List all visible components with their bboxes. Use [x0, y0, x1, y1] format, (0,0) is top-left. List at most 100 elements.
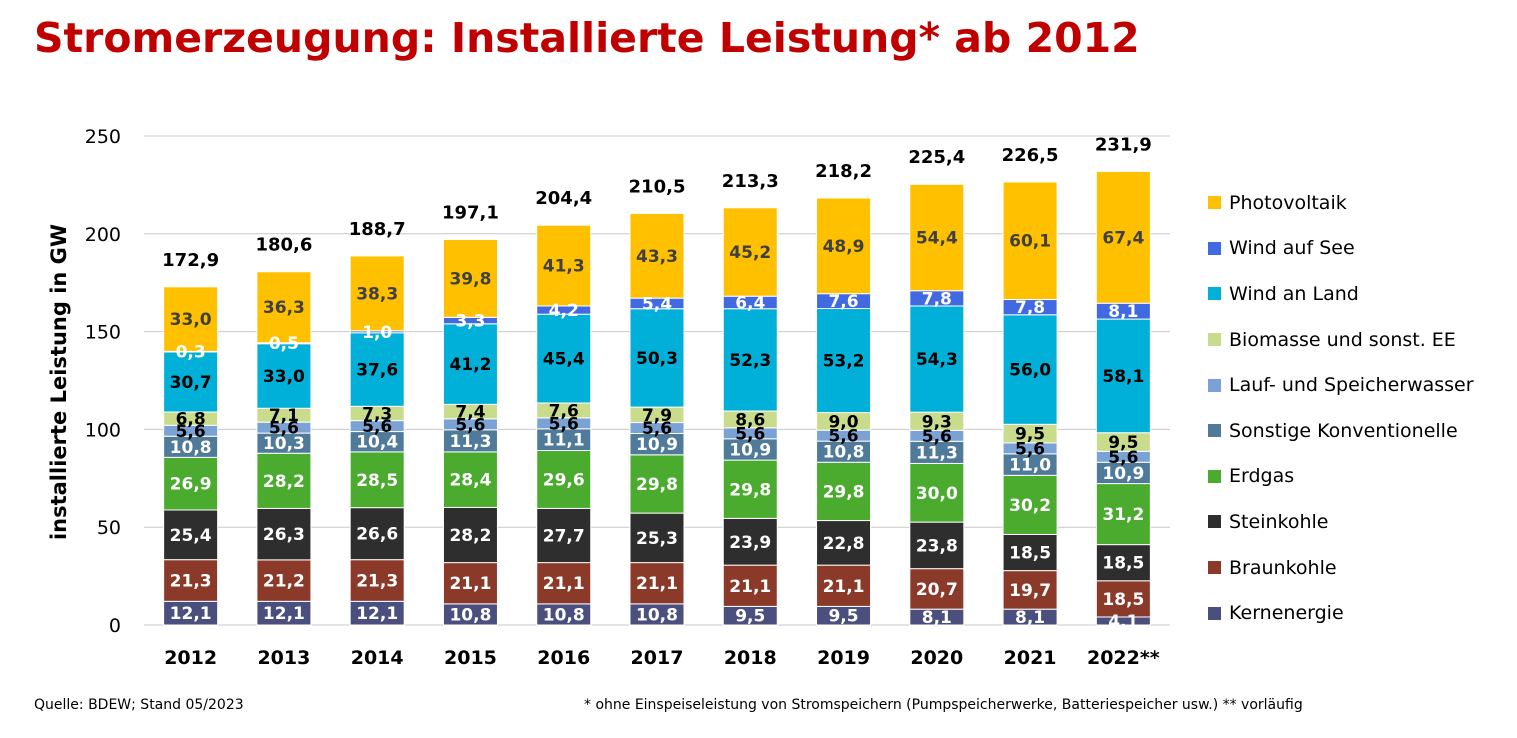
- bar-segment: [909, 462, 965, 523]
- bar-segment: [1095, 483, 1151, 546]
- bar-segment: [1002, 181, 1058, 301]
- bar-segment: [163, 559, 219, 602]
- x-category-label: 2020: [910, 647, 963, 669]
- data-label: 30,7: [170, 373, 212, 393]
- data-label: 6,8: [176, 410, 206, 430]
- x-category-label: 2014: [351, 647, 404, 669]
- bar-segment: [816, 197, 872, 295]
- data-label: 7,3: [362, 404, 392, 424]
- data-label: 5,6: [642, 419, 672, 439]
- data-label: 11,0: [1009, 456, 1051, 476]
- legend-item: Steinkohle: [1208, 499, 1474, 545]
- legend-swatch: [1208, 606, 1221, 620]
- total-label: 210,5: [629, 176, 686, 197]
- data-label: 5,6: [1108, 448, 1138, 468]
- data-label: 26,3: [263, 525, 305, 545]
- data-label: 10,8: [636, 605, 678, 625]
- legend-swatch: [1208, 378, 1221, 392]
- x-category-label: 2012: [164, 647, 217, 669]
- data-label: 10,3: [263, 434, 305, 454]
- data-label: 29,8: [729, 480, 771, 500]
- bar-segment: [816, 520, 872, 566]
- y-tick-label: 100: [85, 419, 121, 441]
- legend-item: Photovoltaik: [1208, 180, 1474, 226]
- bar-segment: [442, 323, 498, 405]
- bar-segment: [349, 559, 405, 602]
- legend-label: Wind an Land: [1229, 282, 1359, 305]
- data-label: 29,6: [543, 470, 585, 490]
- data-label: 9,3: [922, 412, 952, 432]
- bar-segment: [722, 207, 778, 297]
- data-label: 6,4: [735, 293, 765, 313]
- data-label: 7,8: [1015, 298, 1045, 318]
- data-label: 5,6: [1015, 439, 1045, 459]
- legend-swatch: [1208, 515, 1221, 529]
- data-label: 31,2: [1102, 505, 1144, 525]
- data-label: 38,3: [356, 284, 398, 304]
- bar-segment: [163, 456, 219, 511]
- data-label: 19,7: [1009, 581, 1051, 601]
- total-label: 231,9: [1095, 134, 1152, 155]
- data-label: 10,9: [1102, 464, 1144, 484]
- legend-swatch: [1208, 287, 1221, 301]
- data-label: 18,5: [1102, 590, 1144, 610]
- bar-segment: [163, 351, 219, 413]
- data-label: 36,3: [263, 298, 305, 318]
- legend-swatch: [1208, 469, 1221, 483]
- data-label: 45,4: [543, 350, 585, 370]
- data-label: 4,2: [549, 301, 579, 321]
- data-label: 23,8: [916, 536, 958, 556]
- data-label: 5,4: [642, 294, 672, 314]
- data-label: 27,7: [543, 527, 585, 547]
- bar-segment: [442, 238, 498, 318]
- bar-segment: [1095, 318, 1151, 434]
- data-label: 5,6: [176, 422, 206, 442]
- legend-item: Biomasse und sonst. EE: [1208, 317, 1474, 363]
- data-label: 10,8: [449, 605, 491, 625]
- data-label: 12,1: [263, 604, 305, 624]
- total-label: 218,2: [815, 161, 872, 182]
- data-label: 21,1: [636, 574, 678, 594]
- bar-segment: [722, 517, 778, 566]
- data-label: 37,6: [356, 361, 398, 381]
- data-label: 10,9: [729, 440, 771, 460]
- data-label: 5,6: [735, 424, 765, 444]
- legend-item: Wind auf See: [1208, 226, 1474, 272]
- bar-segment: [909, 521, 965, 570]
- x-category-label: 2022**: [1087, 647, 1160, 669]
- legend-item: Sonstige Konventionelle: [1208, 408, 1474, 454]
- data-label: 29,8: [636, 475, 678, 495]
- y-tick-label: 200: [85, 224, 121, 246]
- data-label: 0,3: [176, 343, 206, 363]
- bar-segment: [256, 452, 312, 509]
- bar-segment: [722, 308, 778, 412]
- y-tick-label: 250: [85, 126, 121, 148]
- y-tick-label: 50: [97, 517, 121, 539]
- bar-segment: [629, 212, 685, 299]
- bar-segment: [629, 454, 685, 514]
- legend-swatch: [1208, 561, 1221, 575]
- data-label: 8,6: [735, 410, 765, 430]
- y-axis-ticks: 0 50 100 150 200 250: [85, 126, 121, 637]
- data-label: 26,6: [356, 525, 398, 545]
- data-label: 18,5: [1009, 544, 1051, 564]
- data-label: 7,1: [269, 406, 299, 426]
- legend-label: Photovoltaik: [1229, 191, 1347, 214]
- data-label: 50,3: [636, 349, 678, 369]
- bar-segment: [536, 507, 592, 564]
- data-label: 21,1: [543, 574, 585, 594]
- bar-segment: [1002, 570, 1058, 610]
- data-label: 28,2: [263, 472, 305, 492]
- source-note: Quelle: BDEW; Stand 05/2023: [34, 697, 244, 713]
- legend-label: Lauf- und Speicherwasser: [1229, 374, 1474, 397]
- data-label: 9,0: [828, 412, 858, 432]
- y-tick-label: 0: [109, 615, 121, 637]
- data-label: 5,6: [455, 415, 485, 435]
- total-label: 180,6: [255, 235, 312, 256]
- data-label: 9,5: [828, 607, 858, 627]
- data-label: 25,3: [636, 529, 678, 549]
- data-label: 58,1: [1102, 367, 1144, 387]
- legend-swatch: [1208, 424, 1221, 438]
- data-label: 12,1: [170, 604, 212, 624]
- data-label: 48,9: [823, 237, 865, 257]
